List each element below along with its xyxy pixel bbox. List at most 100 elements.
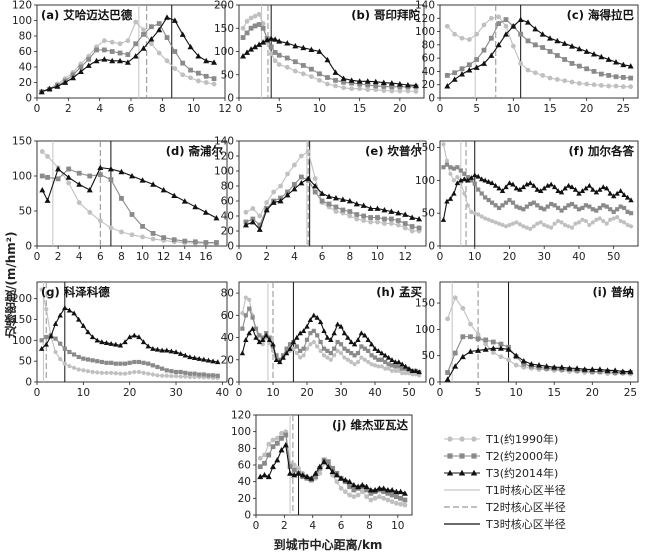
data-point-t2: [287, 342, 293, 347]
y-tick-label: 50: [19, 206, 32, 218]
data-point-t2: [81, 356, 86, 361]
data-point-t3: [367, 205, 374, 211]
data-point-t1: [342, 355, 347, 360]
data-point-t1: [459, 35, 465, 41]
data-point-t3: [468, 175, 474, 180]
data-point-t2: [257, 222, 263, 228]
data-point-t3: [527, 180, 534, 186]
data-point-t1: [444, 23, 450, 29]
data-point-t3: [195, 53, 202, 59]
data-point-t2: [164, 35, 170, 40]
data-point-t1: [366, 359, 371, 365]
y-tick-label: 60: [221, 196, 234, 208]
data-point-t3: [372, 78, 379, 85]
data-point-t1: [328, 357, 333, 362]
data-point-t3: [203, 57, 210, 64]
data-point-t1: [274, 435, 280, 441]
data-point-t1: [257, 455, 263, 461]
data-point-t3: [246, 330, 252, 336]
data-point-t2: [240, 326, 245, 331]
data-point-t2: [376, 357, 381, 362]
data-point-t1: [291, 346, 296, 351]
data-point-t3: [395, 210, 402, 216]
legend-glyph: [444, 469, 480, 476]
data-point-t1: [87, 210, 93, 215]
data-point-t2: [532, 42, 538, 48]
data-point-t3: [38, 88, 45, 95]
data-point-t3: [402, 211, 409, 217]
data-point-t1: [257, 213, 263, 219]
data-point-t1: [498, 354, 504, 360]
data-point-t2: [333, 204, 339, 210]
data-point-t3: [543, 363, 550, 369]
data-point-t2: [389, 363, 395, 368]
data-point-t3: [89, 334, 96, 340]
data-point-t3: [338, 323, 344, 329]
data-point-t1: [150, 372, 155, 377]
data-point-t1: [542, 222, 547, 228]
data-point-t2: [160, 366, 165, 371]
data-point-t3: [367, 487, 374, 493]
data-point-t2: [210, 373, 216, 378]
y-tick-label: 150: [12, 136, 32, 148]
data-point-t3: [465, 177, 471, 183]
data-point-t2: [441, 165, 446, 170]
data-point-t2: [338, 342, 344, 347]
data-point-t3: [488, 52, 495, 58]
y-tick-label: 100: [214, 46, 234, 58]
data-point-t3: [459, 71, 465, 77]
data-point-t3: [274, 457, 281, 463]
data-point-t1: [244, 18, 250, 24]
data-point-t1: [468, 321, 473, 327]
data-point-t3: [145, 343, 151, 349]
data-point-t3: [489, 180, 495, 186]
data-point-t1: [252, 13, 258, 19]
data-point-t3: [192, 203, 199, 210]
data-point-t3: [270, 341, 276, 347]
data-point-t3: [466, 67, 473, 73]
data-point-t2: [71, 352, 77, 357]
data-point-t1: [136, 369, 142, 375]
data-point-t3: [554, 37, 561, 44]
data-point-t2: [481, 47, 487, 53]
data-point-t3: [593, 189, 600, 195]
x-tick-label: 10: [266, 387, 279, 399]
data-point-t1: [156, 50, 162, 56]
data-point-t2: [569, 201, 575, 207]
data-point-t3: [317, 319, 324, 325]
data-point-t3: [341, 330, 348, 336]
data-point-t1: [409, 228, 415, 234]
data-point-t3: [328, 337, 334, 342]
data-point-t1: [291, 462, 297, 468]
data-point-t2: [362, 346, 367, 351]
data-point-t1: [475, 332, 481, 338]
data-point-t1: [547, 75, 553, 81]
data-point-t2: [518, 31, 524, 37]
data-point-t3: [583, 48, 590, 54]
y-tick-label: 20: [221, 226, 234, 238]
data-point-t3: [340, 75, 347, 81]
data-point-t1: [354, 216, 360, 222]
data-point-t3: [555, 188, 561, 194]
data-point-t3: [376, 485, 383, 491]
data-point-t1: [532, 70, 538, 76]
data-point-t3: [368, 341, 375, 347]
data-point-t2: [503, 200, 509, 205]
data-point-t1: [372, 363, 378, 368]
data-point-t3: [311, 312, 317, 318]
x-tick-label: 2: [55, 251, 62, 263]
data-point-t1: [510, 43, 516, 49]
legend-marker: [459, 452, 465, 459]
data-point-t1: [119, 229, 124, 235]
data-point-t3: [108, 340, 114, 346]
data-point-t2: [625, 209, 630, 214]
data-point-t3: [467, 348, 474, 354]
data-point-t2: [472, 181, 477, 186]
data-point-t1: [383, 366, 388, 371]
x-tick-label: 0: [34, 103, 41, 115]
data-point-t1: [355, 359, 361, 365]
data-point-t1: [569, 225, 575, 230]
data-point-t3: [393, 488, 400, 495]
data-point-t1: [262, 452, 267, 458]
